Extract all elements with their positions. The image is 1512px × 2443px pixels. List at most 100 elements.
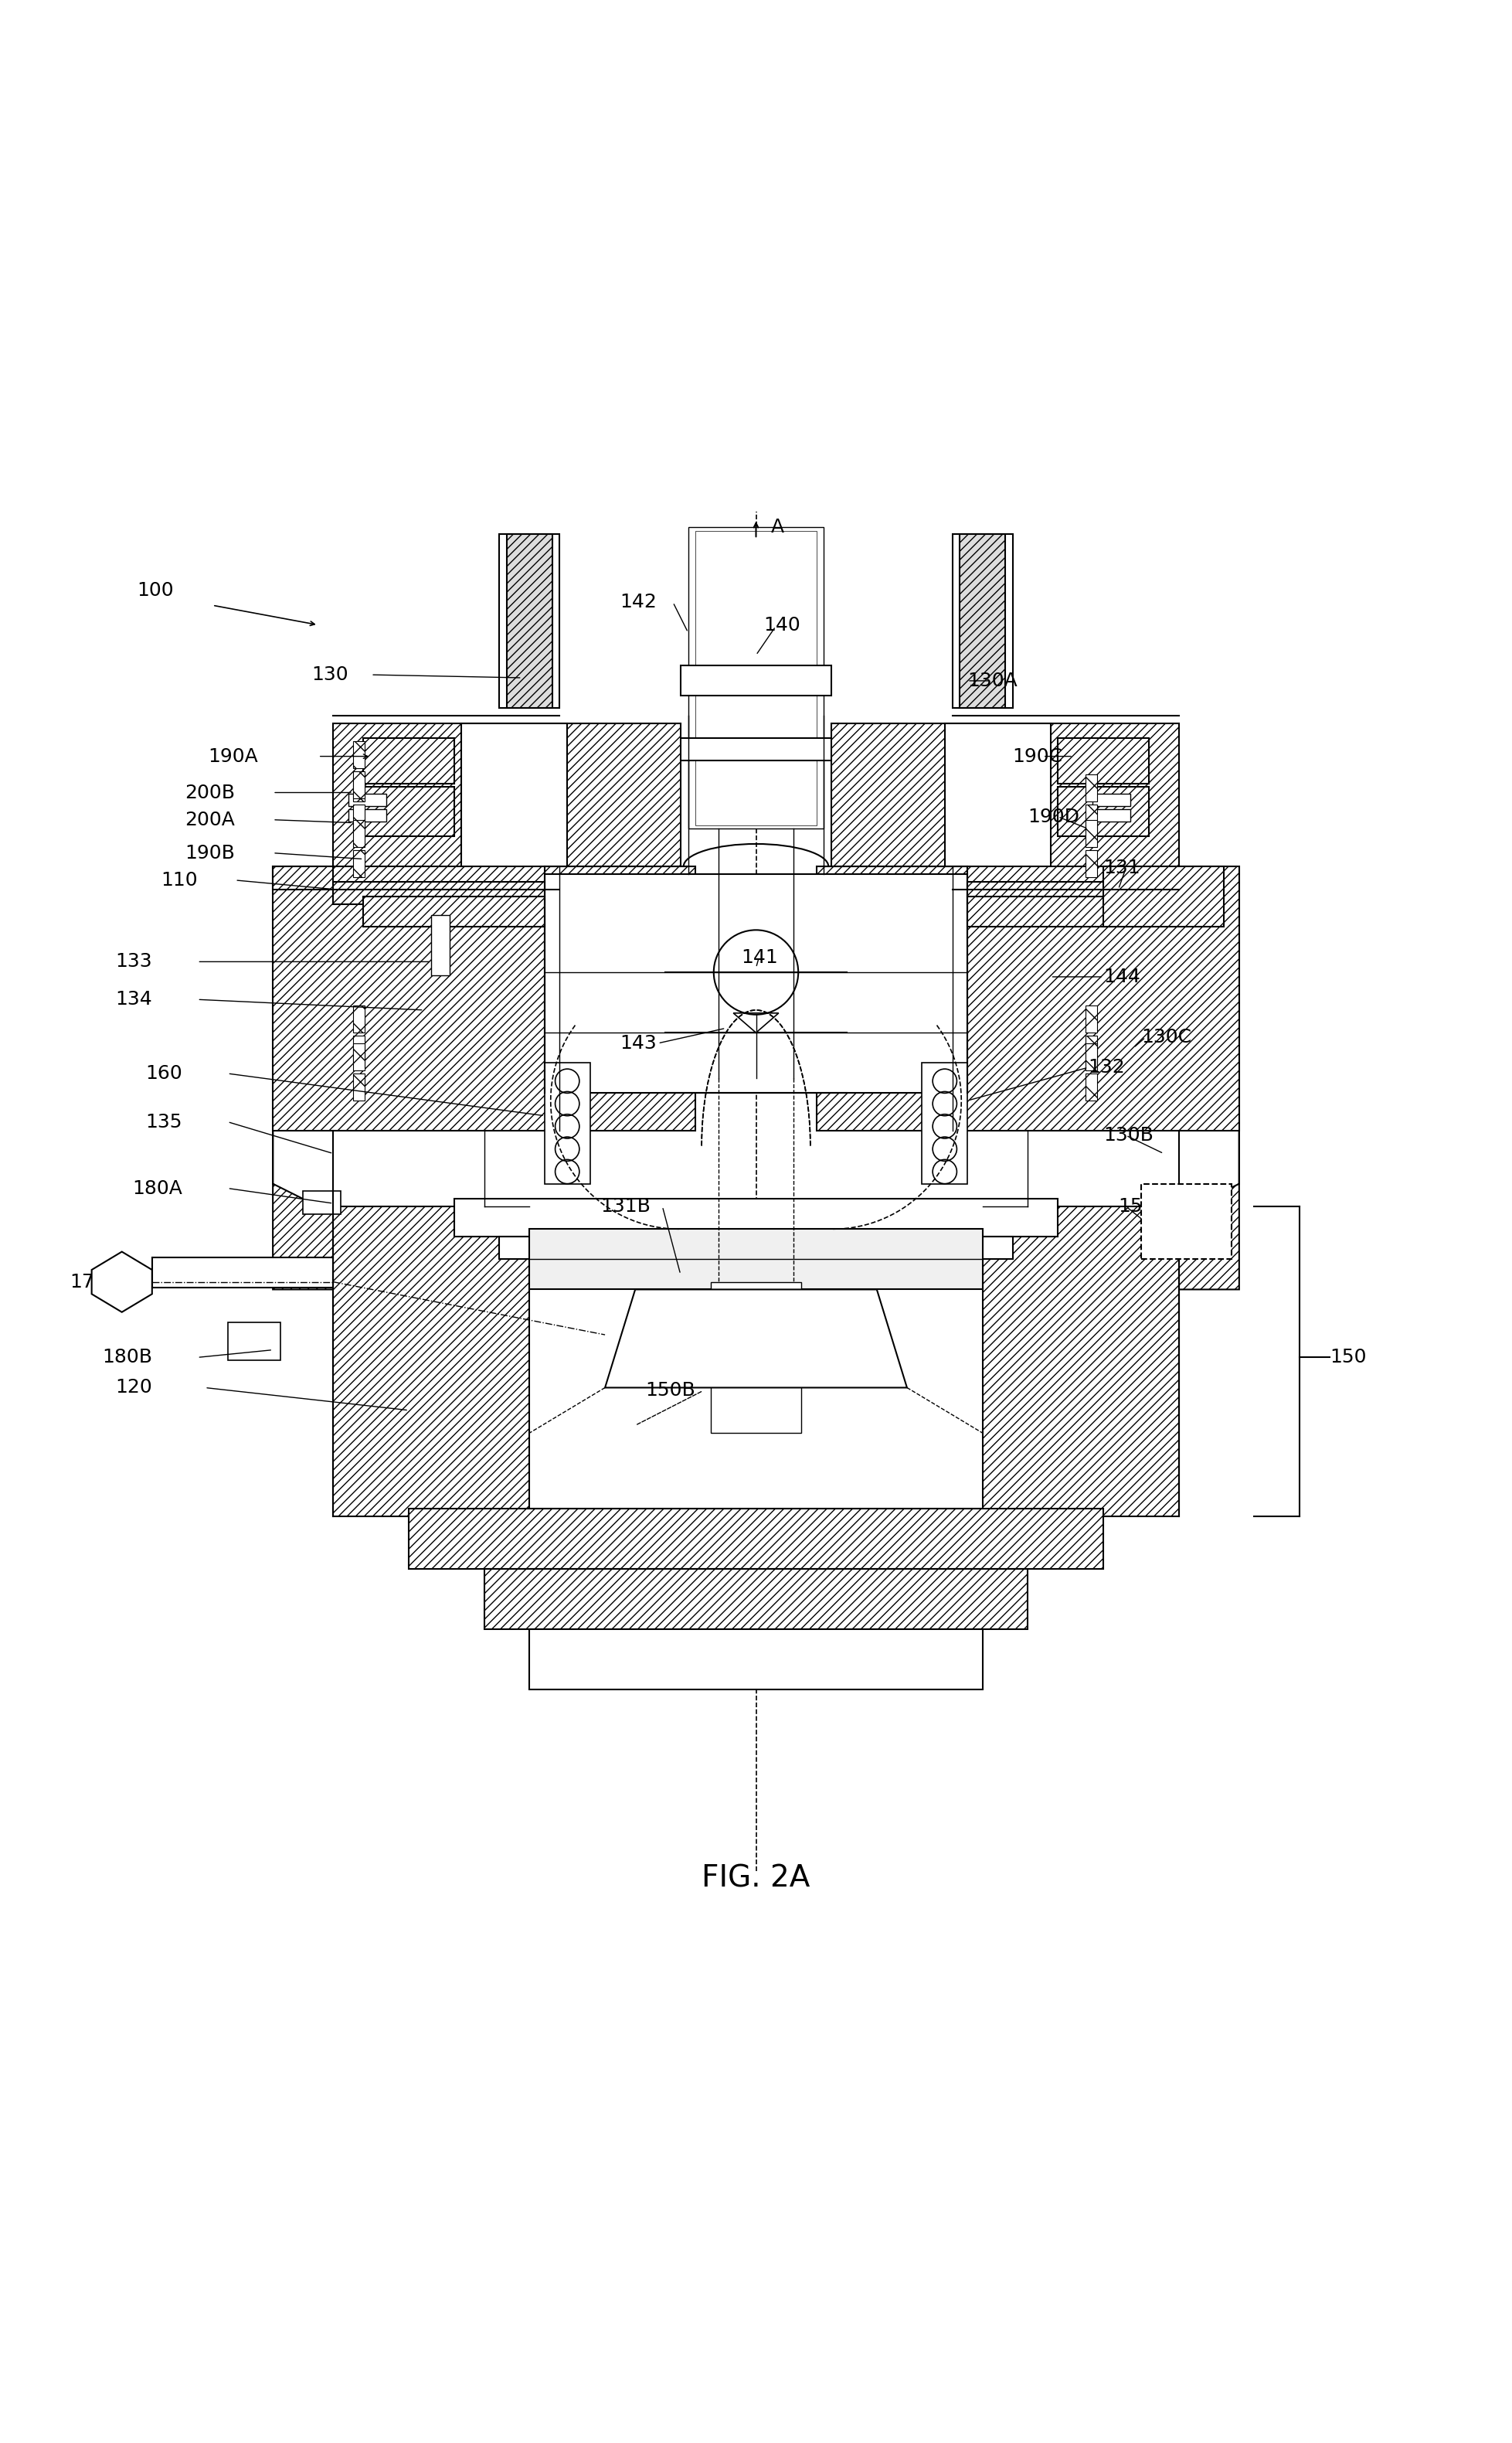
Bar [953,535,1013,708]
Text: 142: 142 [620,594,658,611]
Bar [1086,850,1098,877]
Text: 200A: 200A [184,811,234,828]
Bar [352,1036,364,1063]
Text: 130: 130 [311,664,348,684]
Text: 150A: 150A [1119,1197,1169,1217]
Bar [352,821,364,848]
Bar [673,738,839,760]
Bar [348,794,386,806]
Bar [1093,794,1131,806]
Bar [153,1258,333,1287]
Bar [352,804,364,831]
Text: 130C: 130C [1142,1029,1191,1046]
Text: 180A: 180A [132,1180,183,1197]
Bar [352,740,364,770]
Bar [363,738,454,784]
Bar [544,1063,590,1185]
Text: 135: 135 [145,1112,183,1131]
Text: 180B: 180B [101,1349,153,1366]
Text: 190D: 190D [1028,809,1080,826]
Bar [1086,1072,1098,1102]
Text: 141: 141 [741,948,777,967]
Bar [484,1568,1028,1629]
Bar [832,723,1179,889]
Text: 190B: 190B [184,843,234,862]
Bar [1086,1007,1098,1033]
Bar [680,664,832,696]
Text: 190C: 190C [1013,748,1063,765]
Text: 110: 110 [160,870,198,889]
Bar [352,1007,364,1033]
Polygon shape [605,1290,907,1388]
Text: 130B: 130B [1104,1126,1154,1146]
Bar [529,1229,983,1290]
Text: 200B: 200B [184,784,234,801]
Bar [272,867,696,1131]
Text: 140: 140 [764,616,800,635]
Bar [333,723,680,889]
Polygon shape [272,1131,333,1290]
Polygon shape [1179,1131,1240,1290]
Text: 150: 150 [1329,1349,1367,1366]
Bar [1086,774,1098,801]
Bar [461,723,567,889]
Bar [431,914,449,975]
Bar [1086,804,1098,831]
Bar [529,1629,983,1691]
Text: 130A: 130A [968,672,1018,689]
Bar [1086,1043,1098,1070]
Text: 120: 120 [115,1378,153,1397]
Bar [227,1322,280,1361]
Text: A: A [771,518,785,535]
Bar [1142,1185,1232,1258]
Bar [507,535,552,708]
Bar [333,882,544,904]
Text: 132: 132 [1089,1058,1125,1077]
Bar [352,1043,364,1070]
Bar [352,850,364,877]
Bar [352,1072,364,1102]
Bar [333,1207,1179,1517]
Bar [302,1192,340,1214]
Bar [960,535,1005,708]
Bar [968,897,1149,926]
Bar [363,897,544,926]
Bar [1093,809,1131,821]
Bar [1058,787,1149,836]
Bar [696,530,816,826]
Bar [352,772,364,799]
Bar [544,875,968,1092]
Bar [529,1214,983,1507]
Text: 133: 133 [115,953,153,970]
Bar [408,1507,1104,1568]
Text: 160: 160 [145,1065,183,1082]
Bar [499,1236,1013,1258]
Bar [968,882,1179,904]
Bar [1086,1036,1098,1063]
Text: 144: 144 [1104,967,1140,987]
Text: 131: 131 [1104,860,1140,877]
Bar [1058,738,1149,784]
Text: FIG. 2A: FIG. 2A [702,1864,810,1893]
Polygon shape [92,1251,153,1312]
Bar [272,867,333,889]
Text: 134: 134 [115,989,153,1009]
Bar [454,1200,1058,1236]
Bar [352,774,364,801]
Text: 143: 143 [620,1033,658,1053]
Bar [499,535,559,708]
Bar [1086,821,1098,848]
Bar [688,528,824,828]
Bar [1104,867,1225,926]
Bar [816,867,1240,1131]
Text: 170: 170 [70,1273,107,1292]
Bar [363,787,454,836]
Text: 100: 100 [138,581,174,599]
Bar [348,809,386,821]
Text: 190A: 190A [207,748,257,765]
Bar [945,723,1051,889]
Bar [711,1283,801,1434]
Text: 131B: 131B [600,1197,650,1217]
Text: 150B: 150B [646,1380,696,1400]
Bar [922,1063,968,1185]
